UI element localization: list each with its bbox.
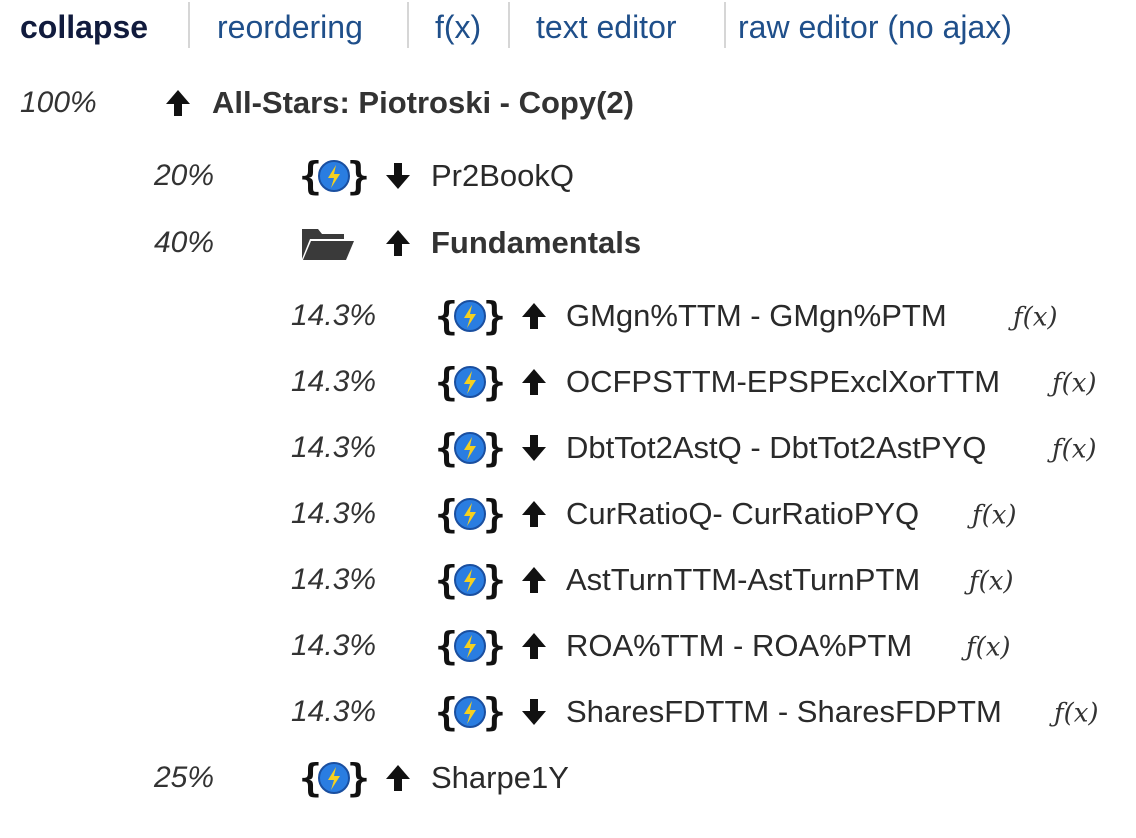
- folder-icon[interactable]: [300, 223, 356, 263]
- tree-node-row[interactable]: 14.3% { } DbtTot2AstQ - DbtTot2AstPYQ ƒ(…: [0, 425, 1136, 471]
- tree-node-row[interactable]: 14.3% { } CurRatioQ- CurRatioPYQ ƒ(x): [0, 491, 1136, 537]
- node-label[interactable]: ROA%TTM - ROA%PTM: [566, 628, 913, 663]
- tree-node-row[interactable]: 20% { } Pr2BookQ: [0, 153, 1136, 199]
- node-weight: 14.3%: [291, 563, 377, 596]
- svg-text:{: {: [435, 360, 458, 404]
- svg-text:}: }: [483, 360, 506, 404]
- node-label[interactable]: OCFPSTTM-EPSPExclXorTTM: [566, 364, 1001, 399]
- up-arrow-icon[interactable]: [520, 498, 548, 530]
- down-arrow-icon[interactable]: [520, 432, 548, 464]
- svg-text:}: }: [483, 492, 506, 536]
- formula-indicator[interactable]: ƒ(x): [1052, 368, 1097, 399]
- tab-text-editor[interactable]: text editor: [536, 9, 677, 45]
- node-weight: 40%: [154, 226, 215, 259]
- svg-text:}: }: [483, 558, 506, 602]
- node-weight: 100%: [20, 86, 97, 119]
- formula-indicator[interactable]: ƒ(x): [972, 500, 1017, 531]
- formula-indicator[interactable]: ƒ(x): [1013, 302, 1058, 333]
- node-label[interactable]: SharesFDTTM - SharesFDPTM: [566, 694, 1002, 729]
- node-label[interactable]: AstTurnTTM-AstTurnPTM: [566, 562, 921, 597]
- node-weight: 14.3%: [291, 695, 377, 728]
- svg-text:{: {: [299, 756, 322, 800]
- svg-text:}: }: [483, 294, 506, 338]
- formula-node-icon: { }: [433, 555, 507, 605]
- formula-indicator[interactable]: ƒ(x): [969, 566, 1014, 597]
- up-arrow-icon[interactable]: [164, 87, 192, 119]
- up-arrow-icon[interactable]: [520, 630, 548, 662]
- node-weight: 20%: [154, 159, 215, 192]
- node-weight: 14.3%: [291, 431, 377, 464]
- svg-text:{: {: [435, 558, 458, 602]
- node-label[interactable]: DbtTot2AstQ - DbtTot2AstPYQ: [566, 430, 987, 465]
- tab-fx[interactable]: f(x): [435, 9, 482, 45]
- tree-root-row[interactable]: 100% All-Stars: Piotroski - Copy(2): [0, 80, 1136, 126]
- svg-text:{: {: [435, 294, 458, 338]
- node-weight: 14.3%: [291, 365, 377, 398]
- svg-text:}: }: [347, 756, 370, 800]
- formula-node-icon: { }: [297, 151, 371, 201]
- svg-text:}: }: [483, 624, 506, 668]
- svg-text:{: {: [435, 426, 458, 470]
- node-weight: 14.3%: [291, 299, 377, 332]
- tab-collapse[interactable]: collapse: [20, 9, 149, 45]
- tab-separator: [188, 2, 190, 48]
- formula-indicator[interactable]: ƒ(x): [966, 632, 1011, 663]
- node-label[interactable]: CurRatioQ- CurRatioPYQ: [566, 496, 920, 531]
- down-arrow-icon[interactable]: [520, 696, 548, 728]
- formula-node-icon: { }: [433, 423, 507, 473]
- formula-indicator[interactable]: ƒ(x): [1054, 698, 1099, 729]
- tab-reordering[interactable]: reordering: [217, 9, 363, 45]
- svg-text:}: }: [347, 154, 370, 198]
- svg-text:}: }: [483, 426, 506, 470]
- svg-text:{: {: [435, 624, 458, 668]
- tab-raw-editor[interactable]: raw editor (no ajax): [738, 9, 1012, 45]
- formula-node-icon: { }: [433, 291, 507, 341]
- tree-node-row[interactable]: 14.3% { } OCFPSTTM-EPSPExclXorTTM ƒ(x): [0, 359, 1136, 405]
- tree-node-row[interactable]: 14.3% { } ROA%TTM - ROA%PTM ƒ(x): [0, 623, 1136, 669]
- formula-node-icon: { }: [433, 687, 507, 737]
- folder-label[interactable]: Fundamentals: [431, 225, 642, 260]
- up-arrow-icon[interactable]: [520, 564, 548, 596]
- tree-node-row[interactable]: 25% { } Sharpe1Y: [0, 755, 1136, 801]
- svg-text:}: }: [483, 690, 506, 734]
- tree-node-row[interactable]: 14.3% { } GMgn%TTM - GMgn%PTM ƒ(x): [0, 293, 1136, 339]
- node-label[interactable]: All-Stars: Piotroski - Copy(2): [212, 85, 634, 120]
- formula-node-icon: { }: [433, 489, 507, 539]
- up-arrow-icon[interactable]: [384, 227, 412, 259]
- formula-node-icon: { }: [433, 357, 507, 407]
- svg-text:{: {: [435, 690, 458, 734]
- node-weight: 25%: [154, 761, 215, 794]
- node-weight: 14.3%: [291, 497, 377, 530]
- node-label[interactable]: GMgn%TTM - GMgn%PTM: [566, 298, 947, 333]
- formula-node-icon: { }: [297, 753, 371, 803]
- node-label[interactable]: Sharpe1Y: [431, 760, 569, 795]
- down-arrow-icon[interactable]: [384, 160, 412, 192]
- tab-separator: [724, 2, 726, 48]
- tree-node-row[interactable]: 14.3% { } AstTurnTTM-AstTurnPTM ƒ(x): [0, 557, 1136, 603]
- tab-separator: [407, 2, 409, 48]
- svg-text:{: {: [435, 492, 458, 536]
- up-arrow-icon[interactable]: [384, 762, 412, 794]
- node-label[interactable]: Pr2BookQ: [431, 158, 575, 193]
- up-arrow-icon[interactable]: [520, 300, 548, 332]
- tree-folder-row[interactable]: 40% Fundamentals: [0, 220, 1136, 266]
- formula-node-icon: { }: [433, 621, 507, 671]
- formula-indicator[interactable]: ƒ(x): [1052, 434, 1097, 465]
- tab-separator: [508, 2, 510, 48]
- svg-text:{: {: [299, 154, 322, 198]
- node-weight: 14.3%: [291, 629, 377, 662]
- up-arrow-icon[interactable]: [520, 366, 548, 398]
- tree-node-row[interactable]: 14.3% { } SharesFDTTM - SharesFDPTM ƒ(x): [0, 689, 1136, 735]
